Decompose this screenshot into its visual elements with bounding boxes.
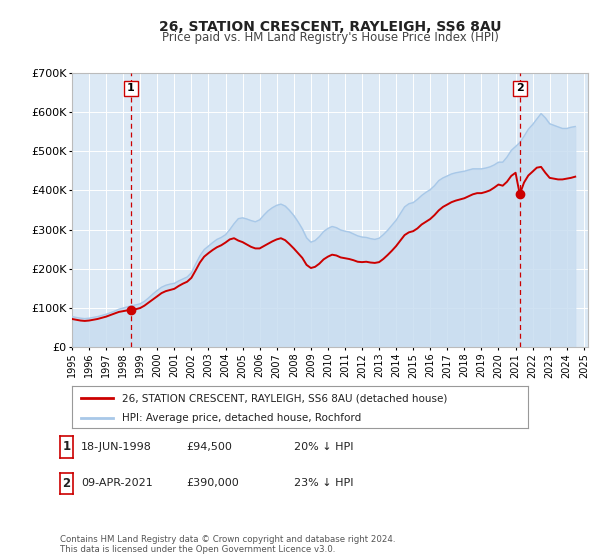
- Text: 1: 1: [127, 83, 135, 94]
- Text: 09-APR-2021: 09-APR-2021: [81, 478, 153, 488]
- Text: 26, STATION CRESCENT, RAYLEIGH, SS6 8AU (detached house): 26, STATION CRESCENT, RAYLEIGH, SS6 8AU …: [122, 393, 448, 403]
- Text: 1: 1: [62, 440, 71, 454]
- Text: 26, STATION CRESCENT, RAYLEIGH, SS6 8AU: 26, STATION CRESCENT, RAYLEIGH, SS6 8AU: [159, 20, 501, 34]
- Text: 18-JUN-1998: 18-JUN-1998: [81, 442, 152, 452]
- Text: £390,000: £390,000: [186, 478, 239, 488]
- Text: 2: 2: [516, 83, 524, 94]
- Text: HPI: Average price, detached house, Rochford: HPI: Average price, detached house, Roch…: [122, 413, 361, 423]
- Text: £94,500: £94,500: [186, 442, 232, 452]
- Text: Price paid vs. HM Land Registry's House Price Index (HPI): Price paid vs. HM Land Registry's House …: [161, 31, 499, 44]
- Text: 2: 2: [62, 477, 71, 490]
- Text: 23% ↓ HPI: 23% ↓ HPI: [294, 478, 353, 488]
- Text: 20% ↓ HPI: 20% ↓ HPI: [294, 442, 353, 452]
- Text: Contains HM Land Registry data © Crown copyright and database right 2024.
This d: Contains HM Land Registry data © Crown c…: [60, 535, 395, 554]
